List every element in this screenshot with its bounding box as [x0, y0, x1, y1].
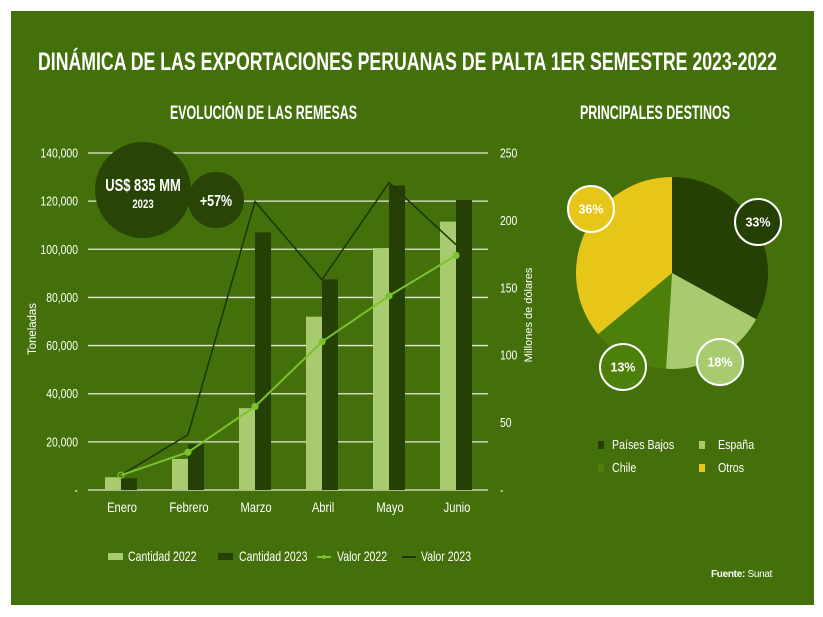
bar-cantidad-2023: [322, 279, 338, 490]
legend-label: España: [718, 437, 754, 452]
pie-percent-badge: [567, 185, 615, 233]
legend-swatch: [598, 441, 604, 449]
bar-cantidad-2022: [440, 221, 456, 490]
left-axis-tick-label: 40,000: [46, 387, 78, 401]
right-axis-tick-label: 50: [500, 416, 512, 430]
valor-2022-marker: [385, 292, 393, 300]
line-valor-2022: [120, 254, 457, 477]
growth-percentage: +57%: [200, 193, 232, 211]
category-label: Enero: [107, 500, 137, 515]
bar-cantidad-2022: [105, 477, 121, 490]
total-value-bubble: [95, 142, 191, 238]
category-label: Junio: [444, 500, 471, 515]
valor-2022-marker: [452, 251, 460, 260]
left-axis-tick-label: -: [75, 483, 79, 497]
total-value-amount: US$ 835 MM: [105, 176, 181, 196]
right-axis-tick-label: 100: [500, 349, 518, 363]
bar-cantidad-2022: [172, 458, 188, 490]
growth-bubble: [188, 172, 244, 228]
legend-swatch-cantidad-2022: [108, 553, 123, 560]
legend-swatch-cantidad-2023: [218, 553, 233, 560]
bar-cantidad-2022: [239, 408, 255, 490]
right-axis-tick-label: 250: [500, 146, 518, 160]
valor-2022-marker: [318, 338, 326, 346]
legend-swatch: [598, 464, 604, 472]
bar-cantidad-2023: [121, 478, 137, 490]
remesas-legend: Cantidad 2022 Cantidad 2023 Valor 2022 Valo…: [108, 549, 471, 565]
right-axis-tick-label: 200: [500, 214, 518, 228]
pie-percent-label: 13%: [610, 361, 635, 375]
left-axis-title: Toneladas: [26, 303, 39, 355]
pie-percent-badge: [696, 338, 744, 386]
legend-swatch: [699, 464, 705, 472]
legend-swatch: [699, 441, 705, 449]
left-axis-tick-label: 120,000: [40, 195, 78, 209]
right-axis-tick-label: 150: [500, 281, 518, 295]
legend-label: Cantidad 2023: [239, 549, 308, 565]
remesas-combo-chart: - 20,000 40,000 60,000 80,000 100,000 120,000 1…: [26, 142, 535, 564]
left-axis-tick-label: 140,000: [40, 146, 78, 160]
category-label: Mayo: [376, 500, 403, 515]
bar-cantidad-2022: [373, 248, 389, 490]
pie-percent-badge: [599, 343, 647, 391]
valor-2022-marker: [184, 448, 192, 456]
category-label: Marzo: [240, 500, 271, 515]
total-value-year: 2023: [132, 198, 153, 211]
legend-label: Chile: [612, 460, 637, 475]
line-valor-2023: [120, 181, 457, 476]
remesas-section-title: EVOLUCIÓN DE LAS REMESAS: [170, 103, 357, 124]
legend-marker-valor-2022: [322, 555, 326, 559]
legend-label: Cantidad 2022: [128, 549, 197, 565]
destinos-section-title: PRINCIPALES DESTINOS: [580, 103, 730, 124]
valor-2022-marker: [251, 402, 259, 411]
legend-label: Países Bajos: [612, 437, 674, 452]
right-axis-title: Millones de dólares: [523, 267, 535, 362]
legend-label: Valor 2022: [337, 549, 387, 565]
legend-label: Otros: [718, 460, 744, 475]
left-axis-tick-label: 100,000: [40, 243, 78, 257]
pie-percent-label: 33%: [745, 216, 770, 230]
left-axis-tick-label: 80,000: [46, 291, 78, 305]
bar-cantidad-2023: [188, 444, 204, 490]
pie-percent-badge: [734, 198, 782, 246]
category-label: Febrero: [169, 500, 208, 515]
main-title: DINÁMICA DE LAS EXPORTACIONES PERUANAS D…: [38, 48, 777, 76]
bar-cantidad-2022: [306, 316, 322, 490]
source-note: Fuente: Sunat: [711, 569, 772, 581]
destinos-legend: Países Bajos España Chile Otros: [598, 437, 754, 475]
left-axis-tick-label: 60,000: [46, 339, 78, 353]
pie-percent-label: 18%: [707, 356, 732, 370]
source-value: Sunat: [747, 569, 773, 580]
source-label: Fuente:: [711, 569, 746, 580]
bar-cantidad-2023: [255, 232, 271, 490]
pie-percent-label: 36%: [578, 203, 603, 217]
legend-label: Valor 2023: [421, 549, 471, 565]
bar-cantidad-2023: [456, 199, 472, 491]
right-axis-tick-label: -: [500, 483, 504, 497]
category-label: Abril: [312, 500, 334, 515]
left-axis-tick-label: 20,000: [46, 435, 78, 449]
valor-2022-marker: [117, 471, 125, 479]
bar-cantidad-2023: [389, 185, 405, 490]
destinos-pie-chart: 33% 18% 13% 36% Países Bajos España Chile Otros: [567, 177, 782, 475]
